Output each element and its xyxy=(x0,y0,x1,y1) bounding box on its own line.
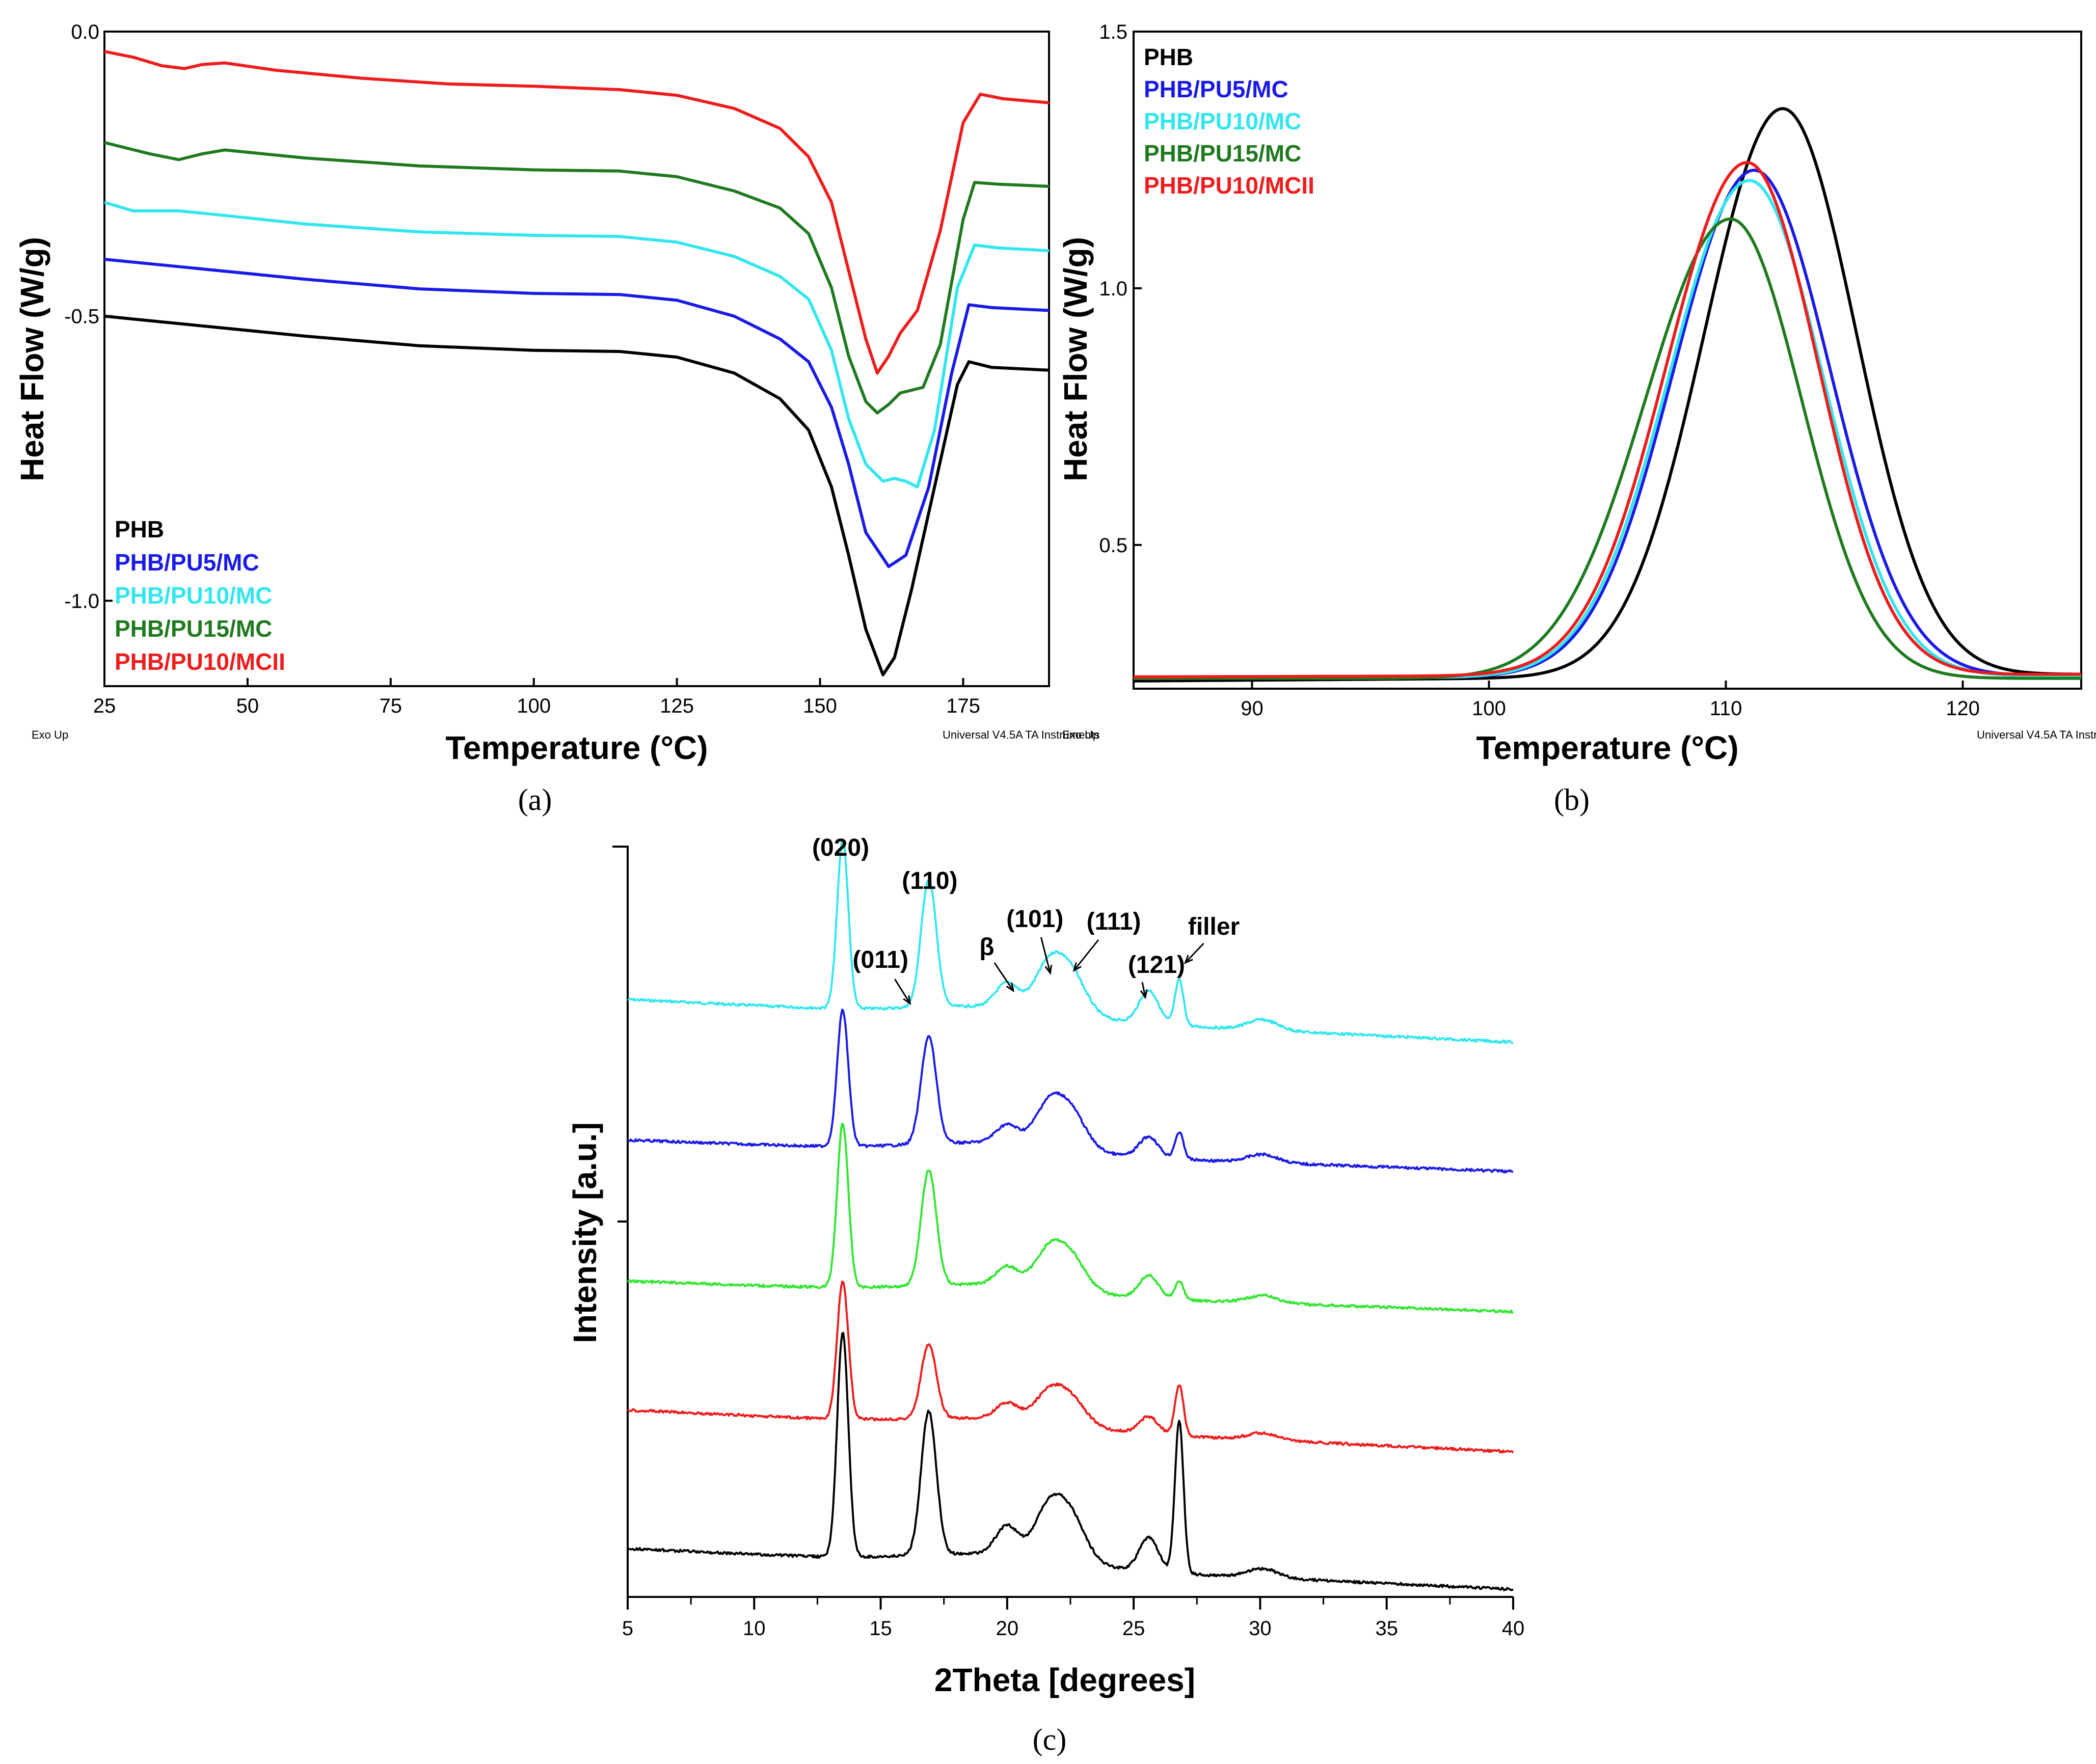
x-tick-label: 175 xyxy=(946,695,980,717)
x-tick-label: 90 xyxy=(1241,697,1264,720)
series-cyan xyxy=(627,838,1514,1044)
exo-up-note: Exo Up xyxy=(32,728,68,741)
annotation--020: (020) xyxy=(812,834,869,861)
y-tick-label: 0.0 xyxy=(71,21,99,43)
legend-entry-phb-pu15-mc: PHB/PU15/MC xyxy=(1144,140,1301,167)
x-tick-label: 30 xyxy=(1249,1617,1272,1640)
x-tick-label: 10 xyxy=(743,1617,766,1640)
x-axis-label: Temperature (°C) xyxy=(445,729,708,766)
annotation--011: (011) xyxy=(853,946,908,973)
series-group xyxy=(104,50,1050,676)
legend-entry-phb: PHB xyxy=(1144,44,1193,70)
series-group xyxy=(627,838,1514,1591)
x-tick-label: 100 xyxy=(517,695,551,717)
exo-up-note: Exo Up xyxy=(1062,728,1099,741)
x-tick-label: 75 xyxy=(380,695,402,717)
legend-entry-phb-pu10-mcii: PHB/PU10/MCII xyxy=(1144,172,1314,199)
annotation--121: (121) xyxy=(1128,952,1185,979)
annotation--101: (101) xyxy=(1006,906,1063,933)
legend-entry-phb-pu10-mc: PHB/PU10/MC xyxy=(1144,108,1301,134)
series-phb-pu15-mc xyxy=(104,141,1050,415)
series-red xyxy=(627,1281,1514,1454)
x-tick-label: 40 xyxy=(1502,1617,1525,1640)
legend: PHB PHB/PU5/MC PHB/PU10/MC PHB/PU15/MC PHB/P… xyxy=(115,516,285,675)
annotation-arrowhead xyxy=(1044,964,1053,975)
instrument-note: Universal V4.5A TA Instruments xyxy=(1977,728,2096,741)
series-black xyxy=(627,1332,1514,1591)
plot-frame xyxy=(1133,31,2082,690)
annotation--111: (111) xyxy=(1087,908,1141,935)
x-tick-label: 120 xyxy=(1946,697,1980,720)
annotation-beta: β xyxy=(979,934,994,961)
annotation-filler: filler xyxy=(1188,913,1240,940)
annotation-arrow xyxy=(1185,942,1204,964)
panel-b-dsc-cooling: 90 100 110 120 0.5 1.0 1.5 Temperature (°C) H… xyxy=(1057,21,2096,817)
caption-a: (a) xyxy=(518,783,552,817)
annotation-arrowhead xyxy=(1140,989,1148,999)
y-tick-label: 1.5 xyxy=(1099,21,1127,43)
annotation-arrow xyxy=(1073,939,1099,971)
x-axis-label: 2Theta [degrees] xyxy=(934,1662,1195,1698)
x-ticks: 5 10 15 20 25 30 35 40 xyxy=(622,1597,1524,1640)
x-tick-label: 25 xyxy=(1122,1617,1145,1640)
annotation-arrow xyxy=(894,979,911,1004)
legend-entry-phb-pu10-mc: PHB/PU10/MC xyxy=(115,582,272,609)
legend-entry-phb: PHB xyxy=(115,516,164,542)
series-green xyxy=(627,1122,1514,1314)
annotation-arrowhead xyxy=(1072,962,1082,972)
x-tick-label: 35 xyxy=(1375,1617,1398,1640)
caption-b: (b) xyxy=(1554,783,1590,817)
series-phb-pu10-mcii xyxy=(1134,161,2081,679)
y-axis-label: Intensity [a.u.] xyxy=(567,1122,603,1343)
y-tick-label: -0.5 xyxy=(64,306,99,328)
series-phb-pu10-mc xyxy=(104,201,1050,489)
y-tick-label: 1.0 xyxy=(1099,278,1127,300)
x-ticks: 25 50 75 100 125 150 175 xyxy=(93,678,980,717)
series-blue xyxy=(627,1009,1514,1174)
x-tick-label: 110 xyxy=(1710,697,1742,720)
x-axis-label: Temperature (°C) xyxy=(1476,729,1738,766)
y-ticks: 0.5 1.0 1.5 xyxy=(1099,21,1142,557)
annotation-arrowhead xyxy=(1184,955,1193,964)
panel-a-dsc-heating: 25 50 75 100 125 150 175 0.0 -0.5 -1.0 Temperatu… xyxy=(14,21,1100,817)
x-tick-label: 15 xyxy=(869,1617,892,1640)
annotation--110: (110) xyxy=(902,867,957,894)
legend-entry-phb-pu15-mc: PHB/PU15/MC xyxy=(115,615,272,642)
series-phb-pu15-mc xyxy=(1134,217,2081,680)
instrument-note: Universal V4.5A TA Instruments xyxy=(943,728,1100,741)
annotation-arrowhead xyxy=(1006,983,1015,993)
x-tick-label: 50 xyxy=(236,695,259,717)
legend-entry-phb-pu5-mc: PHB/PU5/MC xyxy=(1144,76,1288,102)
legend: PHB PHB/PU5/MC PHB/PU10/MC PHB/PU15/MC PHB/P… xyxy=(1144,44,1314,199)
annotation-arrow xyxy=(1040,937,1051,973)
legend-entry-phb-pu10-mcii: PHB/PU10/MCII xyxy=(115,648,285,675)
panel-c-xrd: 5 10 15 20 25 30 35 40 (020) (110) (011) β (101) (11… xyxy=(567,834,1524,1756)
annotation-arrowhead xyxy=(903,995,911,1006)
series-group xyxy=(1134,107,2081,683)
y-tick-label: 0.5 xyxy=(1099,534,1127,557)
peak-annotations: (020) (110) (011) β (101) (111) (121)filler xyxy=(812,834,1240,1006)
caption-c: (c) xyxy=(1033,1723,1067,1756)
y-ticks: 0.0 -0.5 -1.0 xyxy=(64,21,113,612)
x-tick-label: 5 xyxy=(622,1617,633,1640)
legend-entry-phb-pu5-mc: PHB/PU5/MC xyxy=(115,549,259,576)
x-ticks: 90 100 110 120 xyxy=(1241,681,1980,720)
series-phb-pu5-mc xyxy=(104,258,1050,568)
x-tick-label: 150 xyxy=(803,695,837,717)
annotation-arrow xyxy=(1141,982,1146,998)
annotation-arrow xyxy=(993,962,1014,991)
x-tick-label: 100 xyxy=(1472,697,1506,720)
y-axis-label: Heat Flow (W/g) xyxy=(1057,237,1094,481)
y-tick-label: -1.0 xyxy=(64,590,99,612)
series-phb-pu5-mc xyxy=(1134,169,2081,680)
y-axis-label: Heat Flow (W/g) xyxy=(14,237,50,481)
x-tick-label: 125 xyxy=(660,695,694,717)
x-tick-label: 25 xyxy=(93,695,116,717)
series-phb-pu10-mc xyxy=(1134,179,2081,680)
plot-frame xyxy=(103,31,1050,687)
series-phb xyxy=(104,314,1050,676)
x-tick-label: 20 xyxy=(996,1617,1019,1640)
series-phb-pu10-mcii xyxy=(104,50,1050,375)
